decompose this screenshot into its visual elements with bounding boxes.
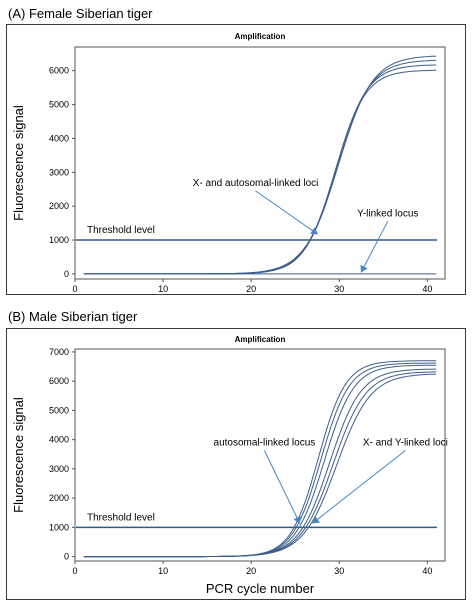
annotation-arrow-1 xyxy=(263,450,301,524)
x-tick-label: 40 xyxy=(422,284,432,294)
y-tick-label: 5000 xyxy=(49,100,69,110)
amplification-curve-5 xyxy=(83,371,437,558)
annotation-label-1: autosomal-linked locus xyxy=(214,437,316,448)
x-tick-label: 40 xyxy=(422,566,432,576)
annotation-label-2: Y-linked locus xyxy=(357,208,418,219)
x-tick-label: 30 xyxy=(334,284,344,294)
amplification-curve-4 xyxy=(83,69,437,275)
y-tick-label: 2000 xyxy=(49,201,69,211)
panel-b-svg: Amplification 0 1000 2000 3000 4000 5000 6000 70… xyxy=(11,335,448,596)
x-tick-label: 20 xyxy=(246,284,256,294)
chart-title: Amplification xyxy=(235,32,286,41)
y-tick-label: 3000 xyxy=(49,167,69,177)
panel-a-label: (A) Female Siberian tiger xyxy=(8,6,153,21)
y-tick-label: 3000 xyxy=(49,464,69,474)
amplification-curve-3 xyxy=(83,64,437,275)
annotation-arrow-2 xyxy=(360,221,389,273)
y-tick-label: 5000 xyxy=(49,405,69,415)
y-tick-label: 1000 xyxy=(49,522,69,532)
x-axis-label: PCR cycle number xyxy=(206,581,315,596)
panel-b-label: (B) Male Siberian tiger xyxy=(8,309,138,324)
threshold-label: Threshold level xyxy=(87,225,155,236)
x-tick-label: 10 xyxy=(158,284,168,294)
annotation-label-2: X- and Y-linked loci xyxy=(363,437,448,448)
y-tick-label: 6000 xyxy=(49,66,69,76)
panel-a-svg: Amplification 0 1000 2000 3000 4000 5000 6000 0 1… xyxy=(11,32,446,294)
y-axis-label: Fluorescence signal xyxy=(11,105,26,221)
annotation-arrow-1 xyxy=(255,190,319,235)
y-tick-label: 0 xyxy=(64,269,69,279)
y-tick-label: 6000 xyxy=(49,376,69,386)
threshold-label: Threshold level xyxy=(87,512,155,523)
annotation-label-1: X- and autosomal-linked loci xyxy=(193,178,319,189)
amplification-curve-1 xyxy=(83,55,437,275)
y-tick-label: 7000 xyxy=(49,347,69,357)
amplification-curve-2 xyxy=(83,59,437,275)
panel-a-chart: Amplification 0 1000 2000 3000 4000 5000 6000 0 1… xyxy=(6,24,466,295)
amplification-curve-6 xyxy=(83,373,437,558)
y-axis-label: Fluorescence signal xyxy=(11,397,26,513)
y-tick-label: 4000 xyxy=(49,435,69,445)
x-tick-label: 0 xyxy=(72,284,77,294)
x-tick-label: 0 xyxy=(72,566,77,576)
y-tick-label: 4000 xyxy=(49,133,69,143)
panel-b-chart: Amplification 0 1000 2000 3000 4000 5000 6000 70… xyxy=(6,328,466,600)
x-tick-label: 20 xyxy=(246,566,256,576)
y-tick-label: 2000 xyxy=(49,493,69,503)
plot-area xyxy=(74,348,446,562)
y-tick-label: 1000 xyxy=(49,235,69,245)
x-tick-label: 10 xyxy=(158,566,168,576)
plot-area xyxy=(74,46,446,280)
chart-title: Amplification xyxy=(235,335,286,344)
y-tick-label: 0 xyxy=(64,552,69,562)
x-tick-label: 30 xyxy=(334,566,344,576)
amplification-curve-4 xyxy=(83,368,437,558)
annotation-arrow-2 xyxy=(312,450,406,524)
